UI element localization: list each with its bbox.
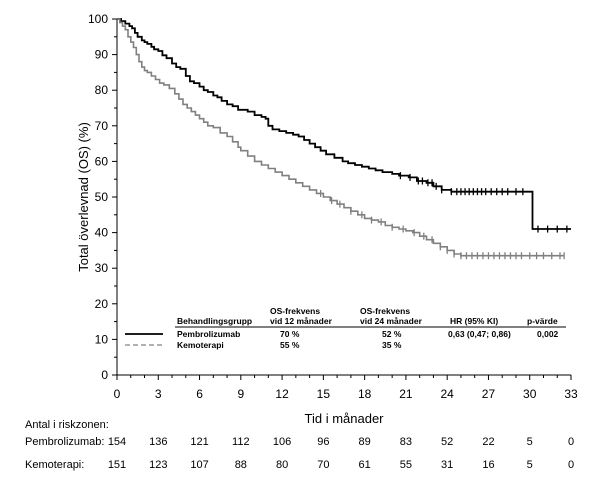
y-tick-label: 60 xyxy=(95,154,109,168)
y-tick-label: 80 xyxy=(95,83,109,97)
y-tick-label: 20 xyxy=(95,297,109,311)
risk-value: 61 xyxy=(359,459,371,471)
risk-value: 107 xyxy=(190,459,208,471)
x-tick-label: 27 xyxy=(482,387,496,401)
legend-series-name: Kemoterapi xyxy=(177,340,224,350)
legend-header: OS-frekvens xyxy=(270,306,320,316)
legend-header: vid 12 månader xyxy=(270,316,333,326)
y-tick-label: 0 xyxy=(101,368,108,382)
x-tick-label: 12 xyxy=(275,387,289,401)
x-tick-label: 3 xyxy=(155,387,162,401)
legend-header: OS-frekvens xyxy=(360,306,410,316)
x-tick-label: 33 xyxy=(564,387,578,401)
legend-os24: 35 % xyxy=(382,340,402,350)
risk-value: 88 xyxy=(235,459,247,471)
risk-value: 80 xyxy=(276,459,288,471)
x-tick-label: 6 xyxy=(196,387,203,401)
legend-hr: 0,63 (0,47; 0,86) xyxy=(448,329,511,339)
x-tick-label: 21 xyxy=(399,387,413,401)
risk-value: 123 xyxy=(149,459,167,471)
risk-value: 16 xyxy=(482,459,494,471)
legend-os12: 55 % xyxy=(280,340,300,350)
risk-row-label: Pembrolizumab: xyxy=(25,436,104,448)
y-axis-title: Total överlevnad (OS) (%) xyxy=(76,122,91,272)
legend-header: HR (95% KI) xyxy=(450,316,498,326)
risk-value: 121 xyxy=(190,436,208,448)
risk-table-title: Antal i riskzonen: xyxy=(25,419,109,431)
x-tick-label: 15 xyxy=(317,387,331,401)
risk-value: 70 xyxy=(317,459,329,471)
x-tick-label: 30 xyxy=(523,387,537,401)
legend-header: vid 24 månader xyxy=(360,316,423,326)
y-tick-label: 50 xyxy=(95,190,109,204)
risk-value: 112 xyxy=(232,436,250,448)
legend-os12: 70 % xyxy=(280,329,300,339)
risk-value: 154 xyxy=(108,436,126,448)
y-tick-label: 90 xyxy=(95,48,109,62)
km-curve-1 xyxy=(117,18,565,257)
x-tick-label: 18 xyxy=(358,387,372,401)
risk-value: 5 xyxy=(527,459,533,471)
legend-p: 0,002 xyxy=(537,329,559,339)
legend-series-name: Pembrolizumab xyxy=(177,329,240,339)
risk-value: 151 xyxy=(108,459,126,471)
y-tick-label: 70 xyxy=(95,119,109,133)
legend-os24: 52 % xyxy=(382,329,402,339)
risk-value: 52 xyxy=(441,436,453,448)
risk-value: 5 xyxy=(527,436,533,448)
risk-value: 106 xyxy=(273,436,291,448)
risk-value: 31 xyxy=(441,459,453,471)
risk-value: 55 xyxy=(400,459,412,471)
risk-value: 96 xyxy=(317,436,329,448)
risk-value: 22 xyxy=(482,436,494,448)
risk-value: 89 xyxy=(359,436,371,448)
y-tick-label: 100 xyxy=(88,12,108,26)
x-tick-label: 9 xyxy=(237,387,244,401)
risk-value: 0 xyxy=(568,459,574,471)
x-tick-label: 0 xyxy=(114,387,121,401)
y-tick-label: 40 xyxy=(95,226,109,240)
risk-value: 0 xyxy=(568,436,574,448)
km-curve-0 xyxy=(117,18,571,230)
risk-value: 83 xyxy=(400,436,412,448)
risk-row-label: Kemoterapi: xyxy=(25,459,84,471)
legend-header: p-värde xyxy=(527,316,558,326)
x-tick-label: 24 xyxy=(441,387,455,401)
risk-value: 136 xyxy=(149,436,167,448)
y-tick-label: 30 xyxy=(95,261,109,275)
y-tick-label: 10 xyxy=(95,332,109,346)
legend-header: Behandlingsgrupp xyxy=(177,316,252,326)
x-axis-title: Tid i månader xyxy=(305,411,385,426)
